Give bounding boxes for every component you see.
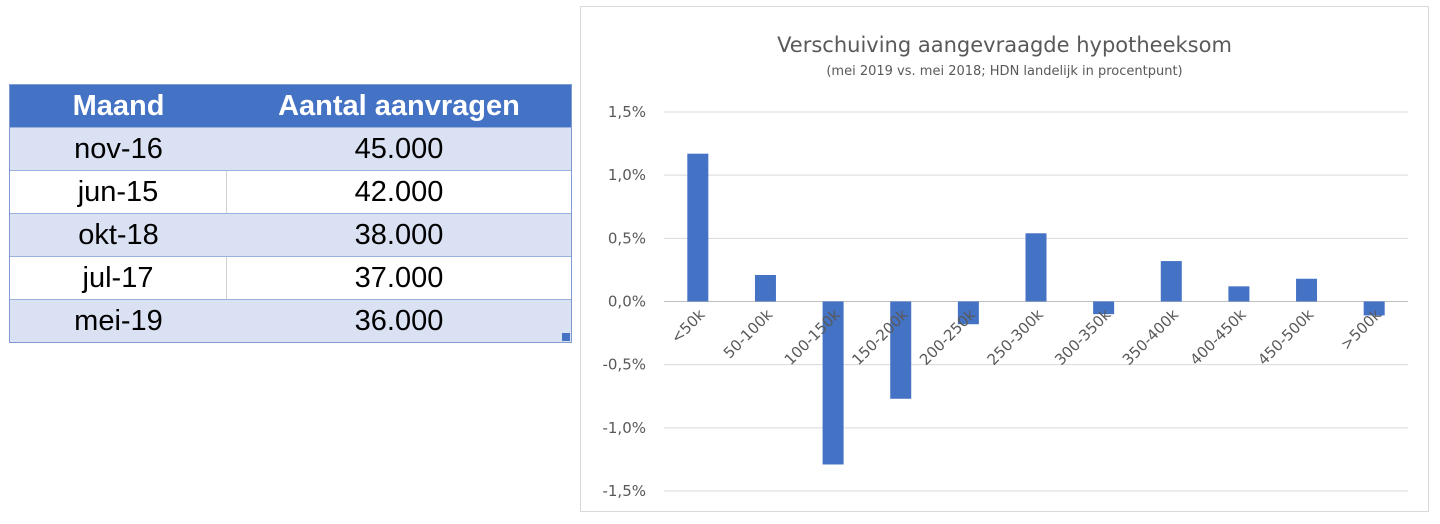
header-month: Maand bbox=[72, 89, 165, 122]
bar[interactable] bbox=[1025, 233, 1047, 302]
cell-count: 45.000 bbox=[354, 132, 444, 165]
bar[interactable] bbox=[1296, 278, 1318, 302]
y-tick-label: -1,5% bbox=[602, 482, 646, 500]
table-header: Maand Aantal aanvragen bbox=[10, 85, 571, 127]
cell-count: 38.000 bbox=[354, 218, 444, 251]
x-tick-label: >500k bbox=[1337, 305, 1385, 353]
y-tick-label: -0,5% bbox=[602, 356, 646, 374]
cell-month: jun-15 bbox=[10, 171, 227, 213]
y-tick-label: 1,5% bbox=[608, 103, 646, 121]
cell-month: mei-19 bbox=[74, 304, 163, 337]
chart-area[interactable]: Verschuiving aangevraagde hypotheeksom (… bbox=[580, 6, 1429, 512]
cell-count: 42.000 bbox=[354, 175, 444, 208]
bar[interactable] bbox=[822, 301, 844, 465]
table-row: okt-18 38.000 bbox=[10, 213, 571, 256]
chart-plot: 1,5% 1,0% 0,5% 0,0% -0,5% -1,0% -1,5% <50k 50-10… bbox=[602, 103, 1408, 500]
table-row: mei-19 36.000 bbox=[10, 299, 571, 342]
bar[interactable] bbox=[754, 274, 776, 302]
bar[interactable] bbox=[1363, 301, 1385, 316]
x-tick-label: 350-400k bbox=[1119, 305, 1182, 368]
cell-month: okt-18 bbox=[78, 218, 159, 251]
chart-title: Verschuiving aangevraagde hypotheeksom bbox=[777, 33, 1232, 57]
x-tick-label: 450-500k bbox=[1254, 305, 1317, 368]
bar[interactable] bbox=[1160, 261, 1182, 302]
bar[interactable] bbox=[890, 301, 912, 399]
bar[interactable] bbox=[1228, 286, 1250, 302]
data-table: Maand Aantal aanvragen nov-16 45.000 jun… bbox=[9, 84, 572, 343]
bar[interactable] bbox=[687, 153, 709, 302]
chart-subtitle: (mei 2019 vs. mei 2018; HDN landelijk in… bbox=[826, 64, 1183, 79]
x-tick-label: 250-300k bbox=[984, 305, 1047, 368]
header-count: Aantal aanvragen bbox=[278, 89, 520, 122]
table-row: jun-15 42.000 bbox=[10, 170, 571, 213]
table-row: jul-17 37.000 bbox=[10, 256, 571, 299]
table-resize-handle[interactable] bbox=[562, 333, 570, 341]
y-tick-label: 0,0% bbox=[608, 293, 646, 311]
y-tick-label: 0,5% bbox=[608, 229, 646, 247]
x-tick-label: 400-450k bbox=[1187, 305, 1250, 368]
y-tick-label: -1,0% bbox=[602, 419, 646, 437]
y-tick-label: 1,0% bbox=[608, 166, 646, 184]
x-tick-label: <50k bbox=[667, 305, 708, 346]
cell-month: jul-17 bbox=[10, 257, 227, 299]
table-row: nov-16 45.000 bbox=[10, 127, 571, 170]
x-tick-label: 300-350k bbox=[1051, 305, 1114, 368]
x-tick-label: 200-250k bbox=[916, 305, 979, 368]
cell-count: 37.000 bbox=[354, 261, 444, 294]
bar[interactable] bbox=[957, 301, 979, 325]
cell-count: 36.000 bbox=[354, 304, 444, 337]
cell-month: nov-16 bbox=[74, 132, 163, 165]
x-tick-label: 50-100k bbox=[720, 305, 777, 362]
bar[interactable] bbox=[1093, 301, 1115, 315]
